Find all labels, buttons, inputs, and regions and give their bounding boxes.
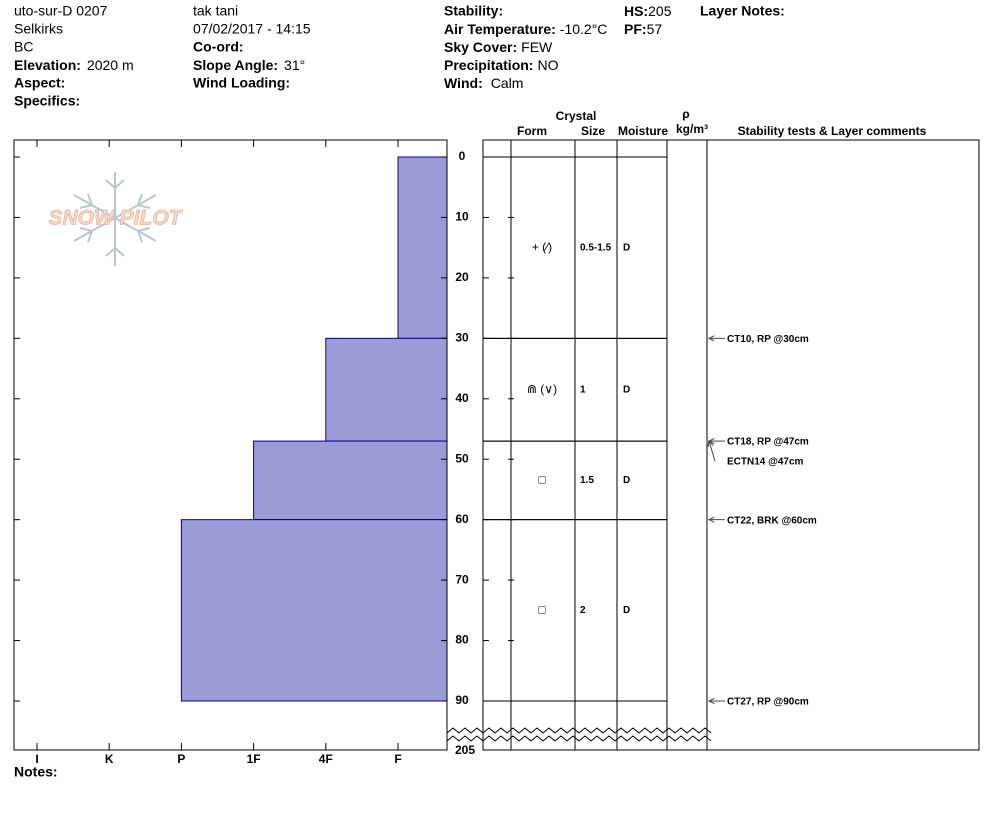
grain-size: 1.5 [580, 475, 594, 486]
y-tick-label: 90 [455, 693, 469, 707]
observer: tak tani [193, 3, 238, 19]
value: 2020 m [87, 57, 134, 73]
label: Air Temperature: [444, 21, 556, 37]
x-tick-label: 4F [319, 752, 333, 766]
flake-branches [79, 179, 151, 257]
test-label: CT10, RP @30cm [727, 334, 809, 345]
depth-bottom-label: 205 [455, 743, 475, 757]
moisture: D [623, 384, 630, 395]
grain-size: 2 [580, 605, 586, 616]
air-temp: Air Temperature: -10.2°C [444, 21, 607, 37]
label: HS: [624, 3, 648, 19]
hardness-bar [253, 440, 448, 521]
column-headers: Crystal Form Size Moisture ρ kg/m³ Stabi… [517, 107, 927, 138]
size-header: Size [581, 124, 605, 138]
y-tick-label: 50 [455, 451, 469, 465]
value: -10.2°C [560, 21, 608, 37]
watermark: SNOW PILOT [48, 172, 184, 266]
range: Selkirks [14, 21, 63, 37]
value: NO [537, 57, 558, 73]
moisture: D [623, 475, 630, 486]
datetime: 07/02/2017 - 14:15 [193, 21, 311, 37]
hardness-bar [180, 519, 448, 702]
specifics: Specifics: [14, 93, 80, 109]
test-arrow-head [707, 439, 714, 448]
grain-form: □ [538, 473, 545, 487]
grain-form: ⋒ (∨) [527, 382, 557, 396]
label: Slope Angle: [193, 57, 278, 73]
break-line [446, 727, 712, 734]
grain-size: 0.5-1.5 [580, 242, 612, 253]
value: 31° [284, 57, 305, 73]
test-label: CT22, BRK @60cm [727, 515, 817, 526]
value: FEW [521, 39, 553, 55]
density-header: ρ [682, 107, 689, 121]
test-arrow-head [707, 697, 715, 705]
test-label: CT18, RP @47cm [727, 437, 809, 448]
region: BC [14, 39, 33, 55]
aspect: Aspect: [14, 75, 65, 91]
y-tick-label: 60 [455, 512, 469, 526]
comments-header: Stability tests & Layer comments [738, 124, 927, 138]
value: 57 [647, 21, 663, 37]
slope: Slope Angle: 31° [193, 57, 305, 73]
wind-loading: Wind Loading: [193, 75, 290, 91]
profile-id: uto-sur-D 0207 [14, 3, 108, 19]
label: PF: [624, 21, 647, 37]
coord: Co-ord: [193, 39, 244, 55]
layer-notes: Layer Notes: [700, 3, 785, 19]
elevation: Elevation: 2020 m [14, 57, 134, 73]
x-tick-label: 1F [247, 752, 261, 766]
y-tick-label: 30 [455, 331, 469, 345]
pf: PF:57 [624, 21, 662, 37]
label: Precipitation: [444, 57, 533, 73]
y-tick-label: 80 [455, 633, 469, 647]
precipitation: Precipitation: NO [444, 57, 559, 73]
y-tick-label: 40 [455, 391, 469, 405]
watermark-text: SNOW PILOT [49, 207, 184, 230]
y-tick-label: 10 [455, 210, 469, 224]
value: 205 [648, 3, 672, 19]
hardness-bar [325, 337, 448, 442]
test-label: ECTN14 @47cm [727, 457, 804, 468]
table-frame [482, 139, 980, 751]
label: Elevation: [14, 57, 81, 73]
grain-form: + (∕) [532, 240, 552, 254]
sky-cover: Sky Cover: FEW [444, 39, 553, 55]
x-tick-label: P [177, 752, 185, 766]
test-arrow [708, 440, 716, 462]
flake-arm [73, 194, 157, 242]
moisture: D [623, 605, 630, 616]
hardness-bar [397, 156, 448, 339]
x-tick-label: F [394, 752, 401, 766]
hardness-frame [13, 139, 448, 751]
stability: Stability: [444, 3, 503, 19]
density-unit: kg/m³ [676, 122, 708, 136]
test-arrow-head [707, 335, 715, 342]
label: Wind: [444, 75, 483, 91]
break-line [446, 735, 712, 742]
grain-form: □ [538, 603, 545, 617]
notes: Notes: [14, 764, 58, 780]
x-tick-label: I [35, 752, 38, 766]
form-header: Form [517, 124, 547, 138]
hs: HS:205 [624, 3, 672, 19]
test-label: CT27, RP @90cm [727, 697, 809, 708]
y-tick-label: 20 [455, 270, 469, 284]
test-arrow-head [707, 516, 715, 523]
grain-size: 1 [580, 384, 586, 395]
header: uto-sur-D 0207 Selkirks BC Elevation: 202… [14, 3, 785, 109]
moisture: D [623, 242, 630, 253]
crystal-header: Crystal [556, 109, 597, 123]
moisture-header: Moisture [618, 124, 668, 138]
value: Calm [491, 75, 524, 91]
x-tick-label: K [105, 752, 114, 766]
label: Sky Cover: [444, 39, 517, 55]
y-tick-label: 70 [455, 572, 469, 586]
y-tick-label: 0 [459, 149, 466, 163]
wind: Wind: Calm [444, 75, 523, 91]
